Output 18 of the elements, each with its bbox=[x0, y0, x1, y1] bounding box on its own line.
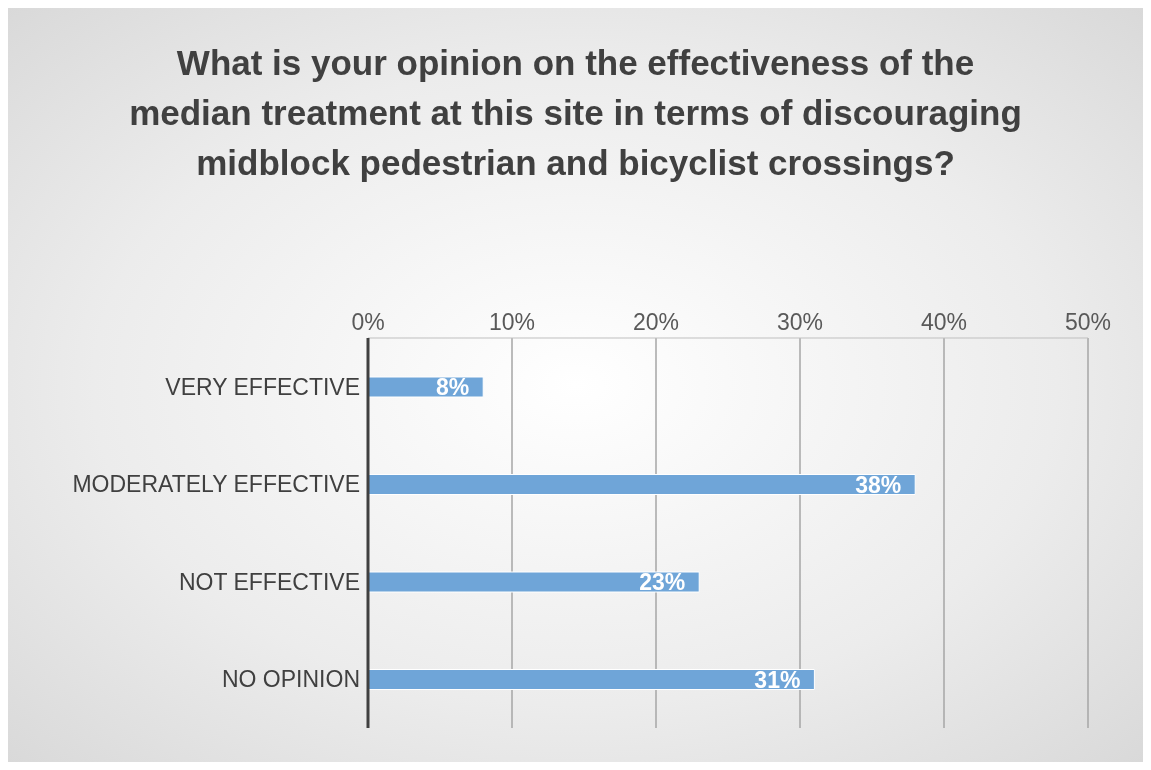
x-tick-label: 40% bbox=[920, 309, 968, 335]
x-tick-label: 0% bbox=[351, 309, 385, 335]
x-tick-label: 20% bbox=[632, 309, 680, 335]
y-tick-label: NO OPINION bbox=[221, 666, 360, 693]
x-tick-label: 10% bbox=[488, 309, 536, 335]
chart-title: What is your opinion on the effectiveness of the median treatment at this site in terms of discouraging midblock pedestrian and bicyclist crossings? bbox=[128, 42, 1023, 184]
bar bbox=[368, 571, 700, 593]
bar bbox=[368, 474, 916, 495]
y-tick-label: VERY EFFECTIVE bbox=[165, 373, 360, 400]
y-tick-label: NOT EFFECTIVE bbox=[178, 568, 360, 595]
data-label: 8% bbox=[435, 374, 470, 400]
data-label: 23% bbox=[639, 569, 686, 595]
x-tick-label: 30% bbox=[776, 309, 824, 335]
data-label: 31% bbox=[754, 666, 801, 693]
data-label: 38% bbox=[855, 471, 902, 498]
bar bbox=[368, 669, 815, 690]
y-tick-label: MODERATELY EFFECTIVE bbox=[72, 471, 360, 498]
x-tick-label: 50% bbox=[1064, 309, 1112, 335]
